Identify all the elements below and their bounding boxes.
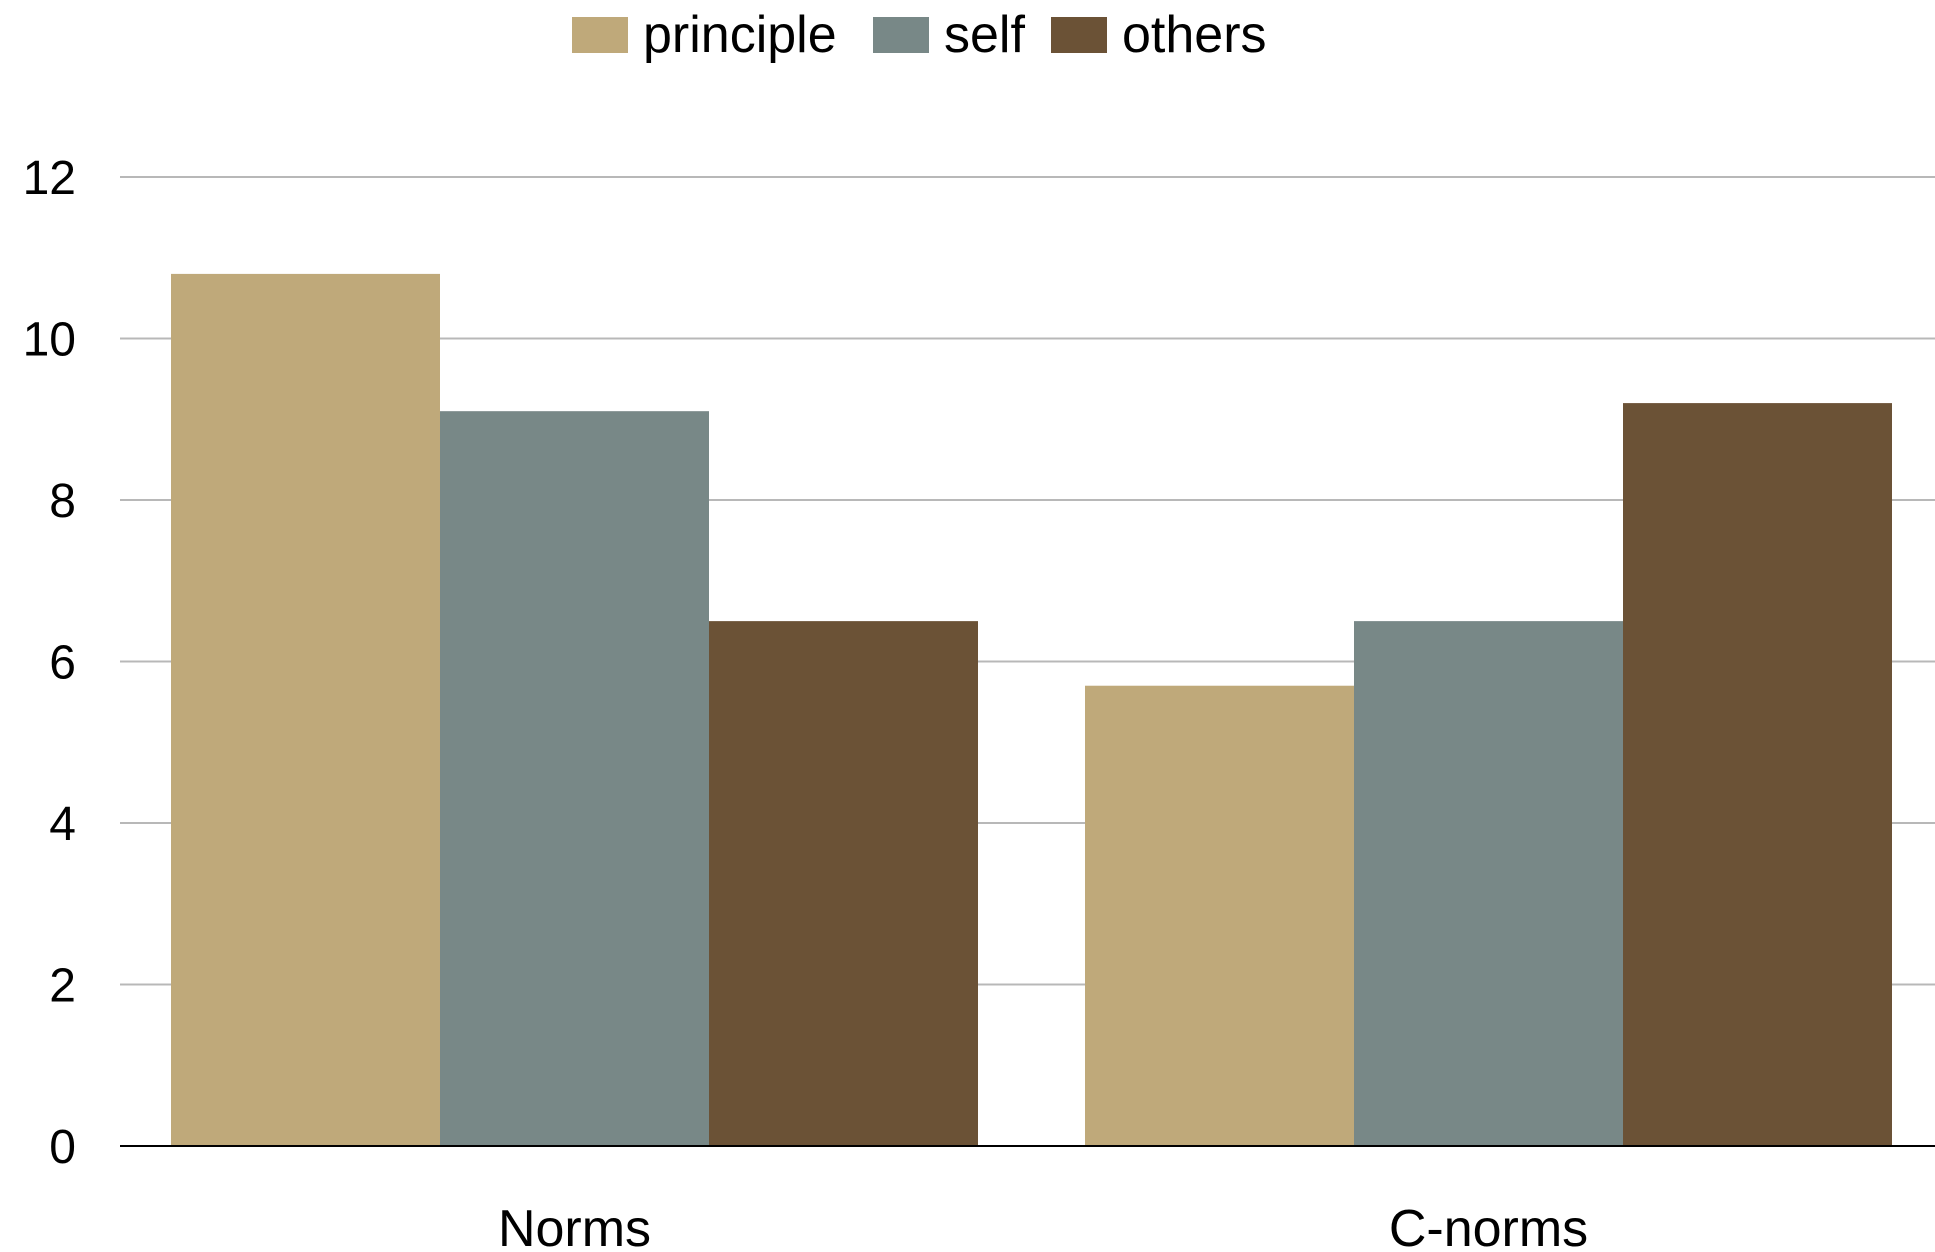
- bar-self-norms: [440, 411, 709, 1146]
- y-tick-label: 0: [49, 1121, 76, 1174]
- x-axis-categories: Norms C-norms: [498, 1200, 1588, 1252]
- legend-swatch-principle: [572, 17, 628, 53]
- y-tick-label: 10: [23, 314, 76, 367]
- legend-label-self: self: [944, 6, 1025, 64]
- legend-label-others: others: [1122, 6, 1267, 64]
- bar-others-norms: [709, 621, 978, 1146]
- legend-swatch-others: [1051, 17, 1107, 53]
- legend: principle self others: [572, 6, 1267, 64]
- bar-principle-c-norms: [1085, 685, 1354, 1146]
- y-axis-ticks: 0 2 4 6 8 10 12: [23, 152, 76, 1174]
- legend-swatch-self: [873, 17, 929, 53]
- y-tick-label: 6: [49, 637, 76, 690]
- y-tick-label: 2: [49, 960, 76, 1013]
- bar-self-c-norms: [1354, 621, 1623, 1146]
- bar-others-c-norms: [1623, 403, 1892, 1147]
- y-tick-label: 8: [49, 475, 76, 528]
- x-category-label: Norms: [498, 1200, 651, 1252]
- y-tick-label: 12: [23, 152, 76, 205]
- y-tick-label: 4: [49, 798, 76, 851]
- bars: [171, 273, 1892, 1147]
- bar-principle-norms: [171, 273, 440, 1146]
- x-category-label: C-norms: [1389, 1200, 1588, 1252]
- legend-label-principle: principle: [643, 6, 837, 64]
